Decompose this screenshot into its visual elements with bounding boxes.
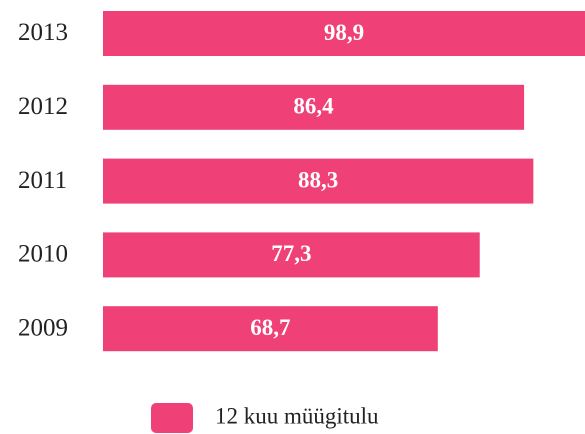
- bar: [103, 306, 438, 352]
- category-label: 2009: [18, 314, 68, 341]
- value-label: 68,7: [250, 315, 290, 340]
- bar: [103, 158, 534, 204]
- value-label: 98,9: [324, 20, 364, 45]
- value-label: 77,3: [271, 241, 311, 266]
- value-label: 86,4: [293, 94, 334, 119]
- bar: [103, 232, 480, 278]
- category-label: 2010: [18, 241, 68, 268]
- category-label: 2011: [18, 167, 67, 194]
- bar: [103, 11, 585, 56]
- category-label: 2013: [18, 19, 68, 46]
- legend-label: 12 kuu müügitulu: [215, 403, 379, 428]
- bar: [103, 84, 525, 130]
- category-label: 2012: [18, 93, 68, 120]
- legend-swatch: [151, 403, 193, 433]
- value-label: 88,3: [298, 167, 338, 192]
